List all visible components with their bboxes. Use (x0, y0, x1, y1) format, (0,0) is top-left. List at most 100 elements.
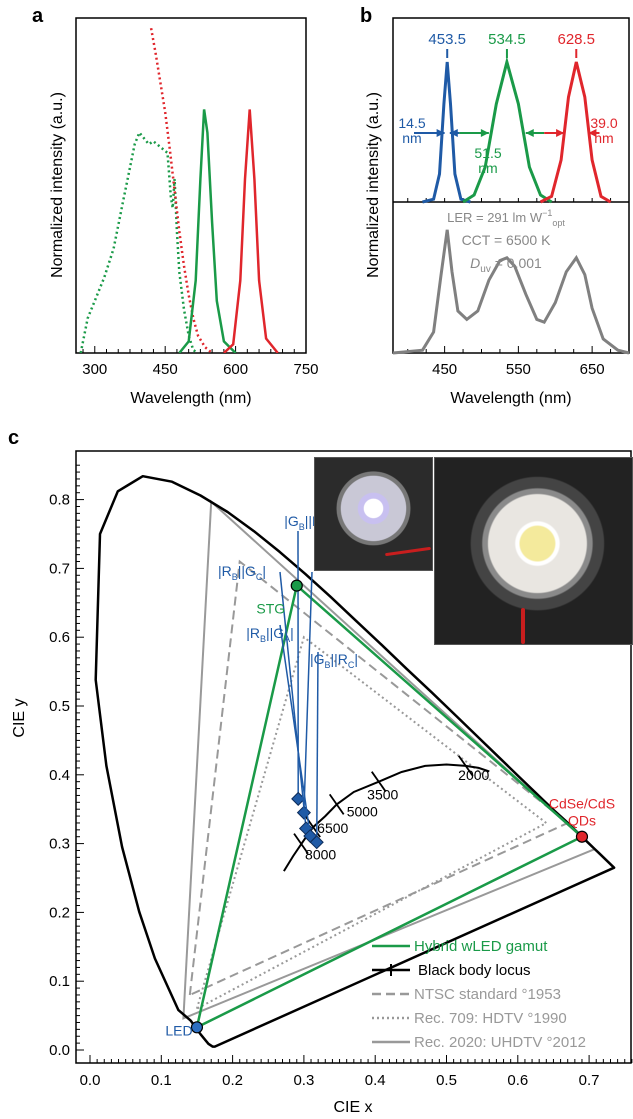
white-point-label: |RB||GA| (246, 625, 294, 644)
panel-c-ytick-label: 0.4 (49, 767, 70, 784)
primary-marker (190, 1021, 204, 1034)
panel-b-ticks: 450 550 650 (407, 198, 630, 378)
panel-c-ytick-label: 0.6 (49, 629, 70, 646)
panel-a-curves (79, 27, 279, 353)
white-point-marker (309, 835, 324, 850)
panel-a-series (149, 27, 213, 353)
panel-a-frame (75, 17, 307, 354)
panel-a-xtick-label: 450 (153, 361, 178, 378)
panel-b-fwhm-unit: nm (478, 160, 497, 176)
panel-b-xtick-label: 450 (432, 361, 457, 378)
panel-b-fwhm-arrowhead (480, 129, 489, 137)
cct-tick (371, 771, 387, 793)
legend-label: NTSC standard °1953 (414, 986, 561, 1003)
panel-c-xtick-label: 0.6 (507, 1072, 528, 1089)
primary-marker (290, 579, 303, 592)
legend-label: Rec. 709: HDTV °1990 (414, 1010, 567, 1027)
cct-label: 5000 (347, 803, 378, 819)
panel-a-label: a (32, 5, 44, 27)
legend-label: Hybrid wLED gamut (414, 938, 548, 955)
panel-b-cct: CCT = 6500 K (462, 232, 552, 248)
white-point-marker (291, 791, 306, 806)
primary-marker (575, 830, 589, 843)
panel-c-ticks: 0.0 0.1 0.2 0.3 0.4 0.5 0.6 0.7 0.0 0.1 0.2 0.3 0.4 0… (49, 464, 633, 1089)
panel-b-fwhm-arrowhead (436, 129, 445, 137)
panel-a-ylabel: Normalized intensity (a.u.) (49, 92, 66, 278)
panel-b-fwhm-value: 51.5 (474, 145, 501, 161)
panel-c-ytick-label: 0.7 (49, 560, 70, 577)
legend-label: Rec. 2020: UHDTV °2012 (414, 1034, 586, 1051)
panel-b-fwhm-arrowhead (588, 129, 597, 137)
panel-c-gamut (195, 583, 585, 1030)
panel-b-xlabel: Wavelength (nm) (450, 390, 571, 407)
qd-label-line2: QDs (568, 813, 596, 829)
panel-c-xtick-label: 0.0 (80, 1072, 101, 1089)
qd-label-line1: CdSe/CdS (549, 796, 615, 812)
cct-tick (458, 755, 474, 777)
cct-label: 3500 (367, 787, 398, 803)
panel-c-xtick-label: 0.4 (365, 1072, 386, 1089)
white-point-label: |GB||RC| (310, 651, 358, 670)
panel-c-ytick-label: 0.3 (49, 836, 70, 853)
panel-b-bottom-series (392, 229, 630, 355)
panel-a-xtick-label: 300 (82, 361, 107, 378)
panel-b-xtick-label: 550 (506, 361, 531, 378)
white-point-leader (279, 571, 307, 829)
cct-label: 2000 (458, 767, 489, 783)
panel-a-xtick-label: 600 (223, 361, 248, 378)
cct-tick (328, 793, 345, 815)
panel-c-xtick-label: 0.1 (151, 1072, 172, 1089)
panel-c-ytick-label: 0.1 (49, 973, 70, 990)
panel-b-fwhm-arrowhead (556, 129, 565, 137)
white-point-leader (303, 571, 313, 813)
panel-c-xtick-label: 0.2 (222, 1072, 243, 1089)
panel-a-xlabel: Wavelength (nm) (130, 390, 251, 407)
panel-c-ylabel: CIE y (11, 698, 28, 737)
panel-b-ler: LER = 291 lm W−1opt (447, 208, 565, 228)
cct-tick (293, 833, 309, 855)
panel-c-xlabel: CIE x (333, 1099, 372, 1116)
legend-label: Black body locus (418, 962, 531, 979)
panel-b-fwhm-value: 39.0 (590, 115, 617, 131)
led-photo-on (434, 457, 633, 645)
cct-label: 8000 (305, 847, 336, 863)
panel-b-top-series (462, 56, 553, 204)
panel-c-ytick-label: 0.0 (49, 1042, 70, 1059)
panel-b-xtick-label: 650 (580, 361, 605, 378)
led-photo-off (314, 457, 433, 571)
panel-c-xtick-label: 0.3 (293, 1072, 314, 1089)
white-point-leader (279, 624, 312, 837)
panel-c-ytick-label: 0.2 (49, 904, 70, 921)
panel-b-fwhm-value: 14.5 (398, 115, 425, 131)
panel-b-curves (392, 56, 630, 355)
panel-c-label: c (8, 427, 19, 449)
white-point-leader (315, 651, 319, 843)
cct-label: 6500 (317, 820, 348, 836)
panel-c-ytick-label: 0.8 (49, 492, 70, 509)
panel-b-duv: Duv = 0.001 (470, 255, 542, 275)
panel-c-gamut (182, 499, 597, 1020)
panel-c-legend: Hybrid wLED gamut Black body locus NTSC st… (372, 938, 586, 1051)
panel-b-fwhm-arrowhead (525, 129, 534, 137)
panel-b-ylabel: Normalized intensity (a.u.) (365, 92, 382, 278)
panel-c-gamut (188, 559, 570, 997)
panel-c-plot: 20003500500065008000|GB||RA||RAGA||RB||G… (94, 474, 616, 1048)
panel-b-fwhm-arrowhead (449, 129, 458, 137)
panel-b-label: b (360, 5, 372, 27)
panel-b-peak-label: 628.5 (557, 31, 595, 48)
panel-b-top-series (422, 61, 471, 204)
panel-c-ytick-label: 0.5 (49, 698, 70, 715)
white-point-label: |RB||GC| (218, 563, 266, 582)
panel-a-ticks: 300 450 600 750 (82, 346, 319, 378)
panel-a-xtick-label: 750 (293, 361, 318, 378)
panel-c-xtick-label: 0.7 (579, 1072, 600, 1089)
led-label: LED (165, 1022, 192, 1038)
panel-c-xtick-label: 0.5 (436, 1072, 457, 1089)
panel-a-series (178, 109, 237, 353)
panel-b-peak-label: 534.5 (488, 31, 526, 48)
stg-label: STG (256, 601, 285, 617)
panel-b-top-series (539, 61, 612, 204)
panel-a-series (223, 109, 279, 353)
